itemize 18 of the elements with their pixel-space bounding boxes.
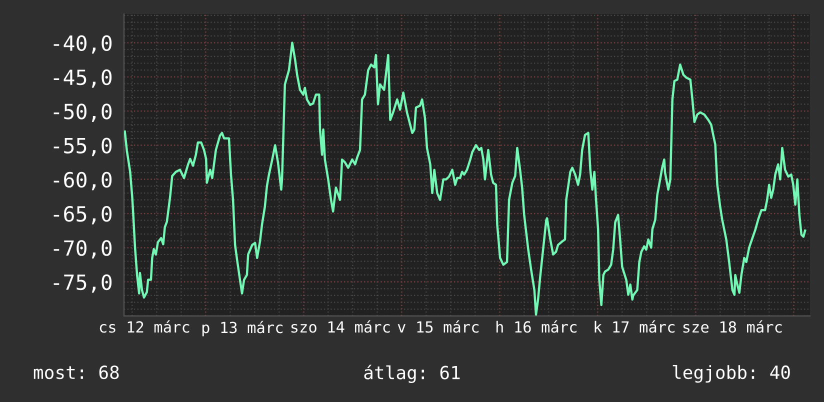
y-tick-label: -75,0 (54, 274, 112, 293)
y-tick-label: -45,0 (54, 69, 112, 88)
y-tick-label: -65,0 (54, 206, 112, 224)
text: most: 68 (34, 365, 119, 380)
y-tick-label: -40,0 (54, 35, 112, 54)
text: legjobb: 40 (672, 365, 790, 383)
x-tick-label: h 16 márc (496, 320, 577, 333)
x-tick-label: cs 12 márc (100, 320, 190, 333)
y-tick-label: -55,0 (54, 138, 112, 156)
x-tick-label: k 17 márc (594, 320, 675, 333)
x-tick-label: v 15 márc (398, 320, 479, 333)
x-tick-label: sze 18 márc (683, 320, 782, 333)
x-tick-label: p 13 márc (202, 320, 283, 336)
y-tick-label: -60,0 (54, 172, 112, 190)
y-tick-label: -70,0 (54, 240, 112, 259)
text: átlag: 61 (364, 364, 460, 384)
x-tick-label: szo 14 márc (291, 320, 390, 333)
y-tick-label: -50,0 (54, 104, 112, 122)
